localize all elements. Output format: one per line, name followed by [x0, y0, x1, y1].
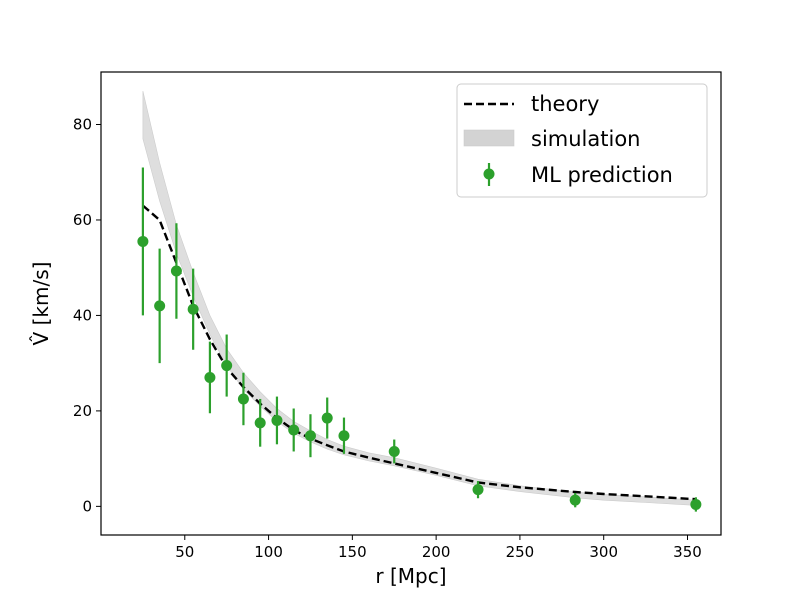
y-axis-ticks: 0 20 40 60 80: [73, 116, 101, 515]
x-axis-ticks: 50 100 150 200 250 300 350: [175, 535, 702, 561]
ml-prediction-point: [137, 235, 149, 247]
ml-prediction-point: [304, 430, 316, 442]
ml-prediction-point: [288, 424, 300, 436]
plot-frame: [100, 71, 722, 536]
legend-ml-marker: [483, 168, 495, 180]
y-tick-label: 0: [82, 497, 92, 515]
y-axis-label: V̂ [km/s]: [29, 262, 53, 346]
ml-prediction-point: [221, 360, 233, 372]
x-tick-label: 100: [254, 543, 283, 561]
x-tick-label: 300: [589, 543, 618, 561]
legend-ml-label: ML prediction: [531, 163, 673, 187]
ml-prediction-layer: [137, 167, 702, 512]
x-tick-label: 200: [422, 543, 451, 561]
ml-prediction-point: [569, 494, 581, 506]
theory-line-layer: [142, 204, 696, 501]
legend-simulation-swatch: [463, 129, 515, 147]
legend-box: [456, 83, 708, 198]
x-tick-label: 150: [338, 543, 367, 561]
ml-prediction-point: [154, 300, 166, 312]
ml-prediction-point: [271, 414, 283, 426]
legend: theory simulation ML prediction: [456, 83, 708, 198]
x-axis-label: r [Mpc]: [375, 564, 446, 588]
y-tick-label: 80: [73, 116, 92, 134]
y-tick-label: 60: [73, 211, 92, 229]
x-tick-label: 50: [175, 543, 194, 561]
ml-prediction-point: [472, 484, 484, 496]
ml-prediction-point: [388, 445, 400, 457]
ml-prediction-point: [187, 303, 199, 315]
x-tick-label: 350: [673, 543, 702, 561]
ml-prediction-point: [254, 417, 266, 429]
ml-prediction-point: [204, 371, 216, 383]
ml-prediction-point: [237, 393, 249, 405]
y-tick-label: 20: [73, 402, 92, 420]
ml-prediction-point: [170, 265, 182, 277]
legend-simulation-label: simulation: [531, 127, 640, 151]
legend-theory-label: theory: [531, 92, 599, 116]
ml-prediction-point: [338, 430, 350, 442]
y-tick-label: 40: [73, 306, 92, 324]
theory-line: [142, 204, 696, 501]
x-tick-label: 250: [506, 543, 535, 561]
ml-prediction-point: [321, 412, 333, 424]
ml-prediction-point: [690, 498, 702, 510]
